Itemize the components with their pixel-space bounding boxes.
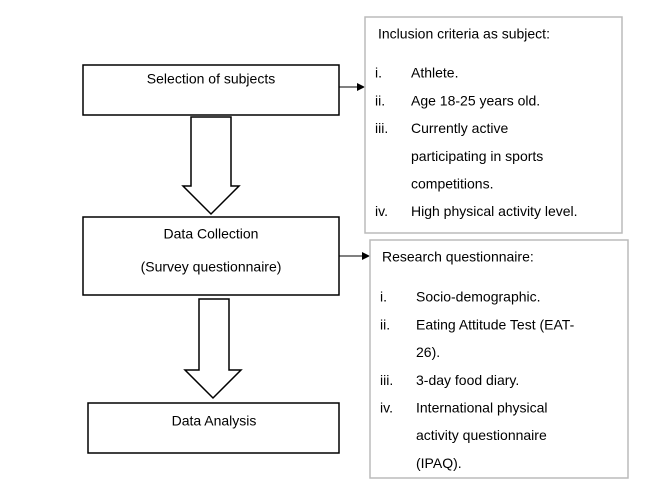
panel-box: [369, 239, 629, 479]
item-numeral: i.: [380, 289, 387, 305]
node-box: [87, 402, 340, 454]
item-numeral: i.: [375, 65, 382, 81]
item-text: Currently active: [411, 120, 508, 136]
item-text: 3-day food diary.: [416, 372, 519, 388]
item-text: competitions.: [411, 176, 493, 192]
node-label: (Survey questionnaire): [141, 259, 282, 275]
node-label: Data Collection: [164, 226, 259, 242]
item-text: Athlete.: [411, 65, 458, 81]
node-box: [82, 64, 340, 116]
item-numeral: ii.: [375, 92, 385, 108]
panel-title: Research questionnaire:: [382, 249, 534, 265]
item-text: International physical: [416, 400, 548, 416]
node-label: Data Analysis: [172, 413, 257, 429]
flow-arrow: [183, 298, 243, 400]
item-numeral: ii.: [380, 316, 390, 332]
item-text: 26).: [416, 344, 440, 360]
item-numeral: iii.: [375, 120, 388, 136]
flow-arrow: [181, 116, 241, 216]
node-box: [82, 216, 340, 296]
item-text: activity questionnaire: [416, 427, 547, 443]
item-numeral: iv.: [375, 203, 388, 219]
item-numeral: iv.: [380, 400, 393, 416]
item-text: participating in sports: [411, 148, 543, 164]
item-text: High physical activity level.: [411, 203, 578, 219]
node-label: Selection of subjects: [147, 71, 275, 87]
item-text: Age 18-25 years old.: [411, 92, 540, 108]
panel-title: Inclusion criteria as subject:: [378, 26, 550, 42]
item-text: Eating Attitude Test (EAT-: [416, 316, 575, 332]
item-text: (IPAQ).: [416, 455, 462, 471]
item-text: Socio-demographic.: [416, 289, 541, 305]
panel-box: [364, 16, 623, 234]
item-numeral: iii.: [380, 372, 393, 388]
